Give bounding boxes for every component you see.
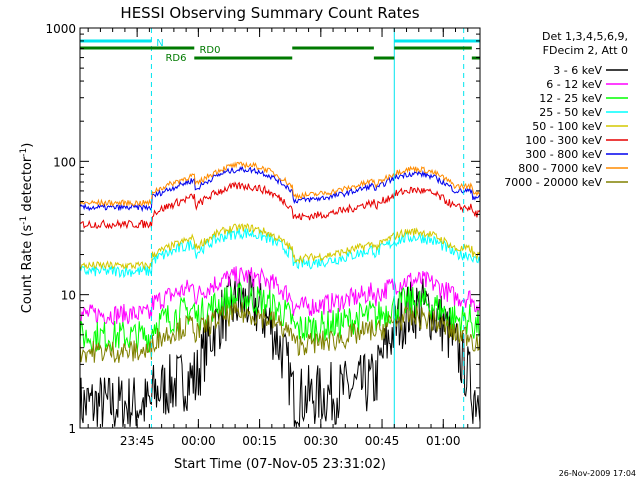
x-tick-label: 00:45 (365, 434, 400, 448)
legend-header-line-2: FDecim 2, Att 0 (543, 44, 628, 57)
x-tick-label: 00:15 (242, 434, 277, 448)
series-line-0 (79, 272, 481, 428)
x-tick-label: 00:30 (304, 434, 339, 448)
plot-series (79, 161, 481, 428)
series-line-1 (79, 266, 481, 326)
y-label-superscript-2: -1 (19, 148, 29, 157)
flag-label-rd6: RD6 (165, 53, 186, 64)
y-label-end: ) (20, 143, 35, 148)
flag-bars: N RD0 RD6 (80, 38, 480, 64)
y-tick-label: 1000 (45, 22, 76, 36)
y-tick-label: 1 (68, 422, 76, 436)
legend-label: 6 - 12 keV (546, 78, 602, 91)
x-axis-ticks: 23:45 00:00 00:15 00:30 00:45 01:00 (87, 28, 481, 448)
legend-label: 800 - 7000 keV (518, 162, 602, 175)
x-axis-label: Start Time (07-Nov-05 23:31:02) (174, 457, 386, 472)
legend-label: 3 - 6 keV (553, 64, 602, 77)
legend-label: 300 - 800 keV (525, 148, 602, 161)
series-line-5 (79, 181, 481, 230)
legend-label: 100 - 300 keV (525, 134, 602, 147)
flag-label-rd0: RD0 (199, 45, 220, 56)
y-label-main: Count Rate (s (20, 225, 35, 314)
series-line-4 (79, 222, 481, 271)
legend-header-line-1: Det 1,3,4,5,6,9, (542, 30, 628, 43)
legend-label: 50 - 100 keV (532, 120, 602, 133)
y-axis-ticks: 1 10 100 1000 (45, 22, 480, 436)
legend-label: 7000 - 20000 keV (504, 176, 602, 189)
y-tick-label: 10 (61, 289, 76, 303)
series-line-6 (79, 165, 481, 213)
series-line-2 (79, 281, 481, 353)
y-tick-label: 100 (53, 155, 76, 169)
x-tick-label: 23:45 (120, 434, 155, 448)
legend: Det 1,3,4,5,6,9, FDecim 2, Att 0 3 - 6 k… (504, 30, 628, 189)
x-tick-label: 00:00 (181, 434, 216, 448)
legend-label: 25 - 50 keV (539, 106, 602, 119)
chart-title: HESSI Observing Summary Count Rates (120, 4, 419, 22)
y-label-middle: detector (20, 156, 35, 216)
series-line-8 (79, 302, 481, 363)
series-line-7 (79, 161, 481, 207)
series-line-3 (79, 227, 481, 279)
legend-label: 12 - 25 keV (539, 92, 602, 105)
flag-label-n: N (156, 38, 163, 49)
x-tick-label: 01:00 (426, 434, 461, 448)
y-axis-label: Count Rate (s-1 detector-1) (19, 143, 35, 314)
plot-frame (79, 27, 481, 429)
footer-timestamp: 26-Nov-2009 17:04 (559, 469, 636, 478)
y-label-superscript-1: -1 (19, 216, 29, 225)
